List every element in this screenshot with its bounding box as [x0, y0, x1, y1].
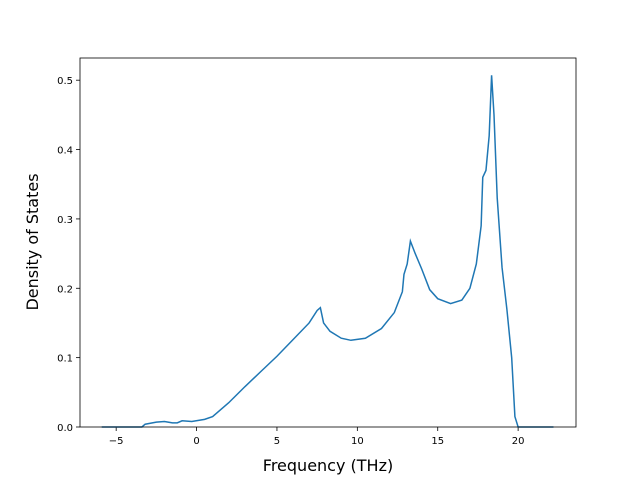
- x-tick-label: 5: [274, 436, 280, 447]
- y-tick-label: 0.3: [57, 215, 73, 226]
- x-tick-label: 20: [512, 436, 525, 447]
- x-tick-label: 0: [193, 436, 199, 447]
- x-tick-label: 10: [351, 436, 364, 447]
- x-tick-label: −5: [109, 436, 124, 447]
- y-tick-label: 0.2: [57, 284, 73, 295]
- axes-frame: [79, 57, 577, 428]
- y-tick-label: 0.5: [57, 76, 73, 87]
- y-tick-label: 0.1: [57, 354, 73, 365]
- x-axis-label: Frequency (THz): [263, 456, 393, 475]
- line: [101, 75, 554, 428]
- y-axis-label: Density of States: [23, 173, 42, 310]
- x-tick-label: 15: [431, 436, 444, 447]
- y-tick-label: 0.0: [57, 423, 73, 434]
- y-tick-label: 0.4: [57, 146, 73, 157]
